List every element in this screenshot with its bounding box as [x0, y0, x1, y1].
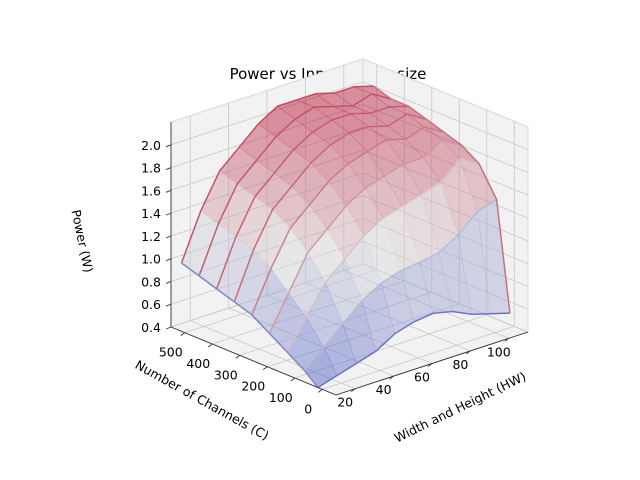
- z-gridline: [170, 81, 529, 151]
- y-tick: [235, 354, 241, 359]
- z-tick: [165, 281, 172, 284]
- z-tick: [165, 258, 172, 262]
- chart-gridlines: [170, 64, 529, 390]
- z-gridline: [170, 217, 529, 287]
- z-tick-label: 1.2: [141, 229, 161, 244]
- z-gridline: [170, 263, 529, 333]
- z-tick: [165, 326, 172, 330]
- channel-curve: [268, 139, 462, 334]
- z-tick: [165, 144, 172, 148]
- z-tick: [165, 167, 172, 170]
- x-tick-label: 20: [337, 395, 353, 410]
- surface-edge-curves: [180, 85, 511, 389]
- z-tick: [165, 212, 172, 216]
- channel-curve: [304, 198, 497, 372]
- y-axis-line: [170, 326, 337, 396]
- z-gridline: [170, 172, 529, 242]
- y-tick: [180, 332, 186, 337]
- z-tick-label: 1.4: [141, 206, 161, 221]
- channel-curve: [215, 105, 409, 290]
- z-tick-label: 1.0: [141, 252, 161, 267]
- x-tick-label: 40: [376, 382, 392, 397]
- x-tick-label: 60: [414, 370, 430, 385]
- channel-curve: [198, 93, 392, 277]
- z-gridline: [170, 240, 529, 310]
- x-axis-label: Width and Height (HW): [392, 369, 529, 446]
- y-tick: [290, 377, 296, 382]
- x-tick: [350, 388, 356, 393]
- hw-edge-curve: [181, 262, 319, 388]
- x-tick: [427, 363, 433, 367]
- y-tick-label: 400: [186, 356, 210, 371]
- z-tick-label: 0.4: [141, 320, 161, 335]
- channel-curve: [180, 85, 374, 264]
- z-tick-label: 0.6: [141, 297, 161, 312]
- x-tick-label: 80: [452, 357, 468, 372]
- y-tick-label: 500: [159, 345, 183, 360]
- y-tick: [207, 343, 213, 348]
- z-tick-label: 1.6: [141, 183, 161, 198]
- z-axis-label: Power (W): [68, 208, 96, 274]
- y-tick: [262, 366, 268, 371]
- x-tick: [504, 337, 510, 342]
- z-gridline: [170, 104, 529, 173]
- channel-curve: [286, 157, 480, 353]
- y-tick-label: 300: [214, 367, 238, 382]
- x-tick: [466, 350, 471, 355]
- z-tick-label: 1.8: [141, 161, 161, 176]
- z-gridline: [170, 126, 529, 196]
- z-tick-label: 0.8: [141, 274, 161, 289]
- z-tick-label: 2.0: [141, 138, 161, 153]
- channel-curve: [317, 310, 510, 389]
- x-tick-label: 100: [487, 344, 511, 359]
- y-tick-label: 0: [304, 401, 312, 416]
- channel-curve: [233, 113, 427, 303]
- z-tick: [165, 303, 172, 307]
- x-tick: [389, 375, 394, 380]
- z-tick: [165, 189, 172, 193]
- hw-edge-curve: [373, 85, 511, 314]
- channel-curve: [251, 126, 445, 316]
- y-tick: [317, 388, 323, 393]
- z-gridline: [170, 149, 529, 219]
- y-tick-label: 100: [269, 390, 293, 405]
- z-tick: [165, 235, 172, 239]
- y-tick-label: 200: [241, 379, 265, 394]
